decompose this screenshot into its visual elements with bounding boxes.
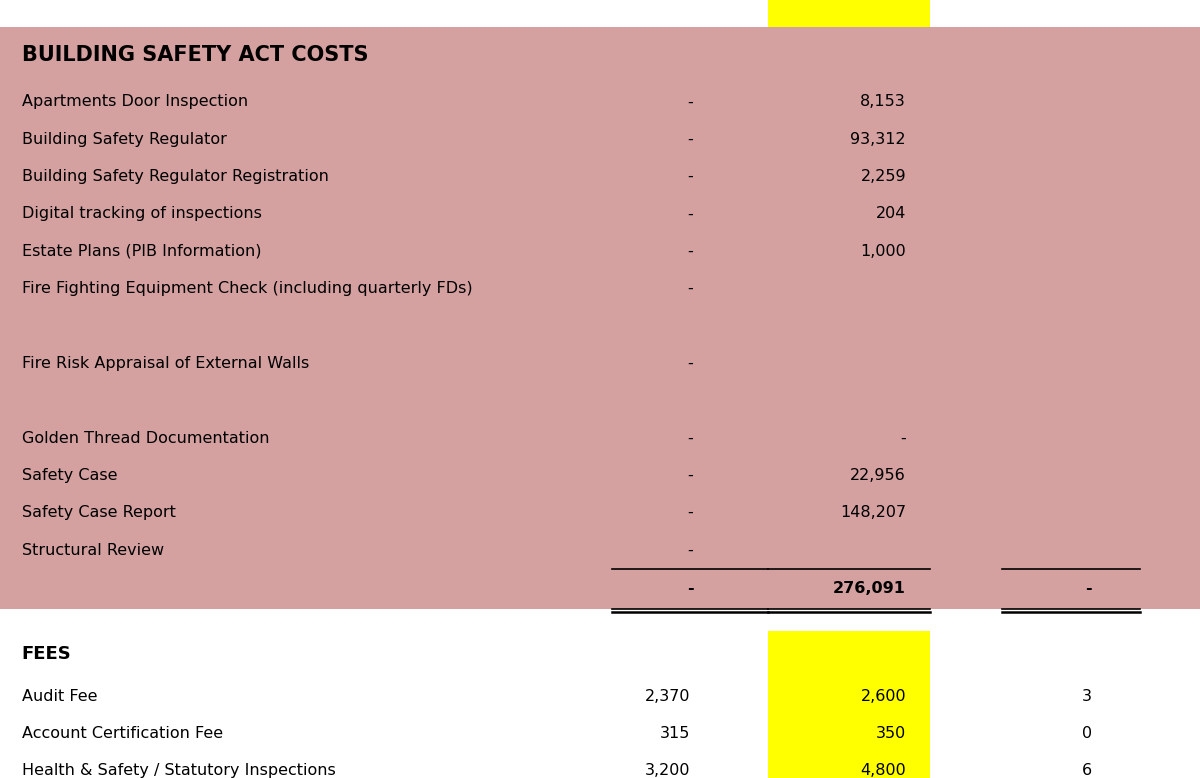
Text: Fire Risk Appraisal of External Walls: Fire Risk Appraisal of External Walls [22,356,308,371]
Text: Structural Review: Structural Review [22,542,163,558]
FancyBboxPatch shape [0,27,1200,609]
Text: -: - [688,169,692,184]
Text: Fire Fighting Equipment Check (including quarterly FDs): Fire Fighting Equipment Check (including… [22,281,473,296]
Text: Audit Fee: Audit Fee [22,689,97,704]
Text: 8,153: 8,153 [860,94,906,110]
Text: 4,800: 4,800 [860,763,906,778]
Text: Health & Safety / Statutory Inspections: Health & Safety / Statutory Inspections [22,763,335,778]
Text: BUILDING SAFETY ACT COSTS: BUILDING SAFETY ACT COSTS [22,45,368,65]
Text: 315: 315 [660,726,690,741]
Text: -: - [900,430,906,446]
Text: -: - [688,430,692,446]
Text: Apartments Door Inspection: Apartments Door Inspection [22,94,247,110]
Text: Safety Case: Safety Case [22,468,118,483]
Text: 3: 3 [1082,689,1092,704]
Text: 3,200: 3,200 [644,763,690,778]
Text: 2,600: 2,600 [860,689,906,704]
Text: 6: 6 [1082,763,1092,778]
Text: Digital tracking of inspections: Digital tracking of inspections [22,206,262,222]
Text: Account Certification Fee: Account Certification Fee [22,726,223,741]
Text: -: - [688,542,692,558]
Text: -: - [688,281,692,296]
Text: -: - [688,131,692,147]
Text: 2,370: 2,370 [644,689,690,704]
Text: -: - [688,356,692,371]
Text: -: - [688,94,692,110]
Text: Safety Case Report: Safety Case Report [22,505,175,520]
Text: -: - [688,505,692,520]
Text: 204: 204 [876,206,906,222]
FancyBboxPatch shape [768,631,930,778]
Text: Building Safety Regulator Registration: Building Safety Regulator Registration [22,169,329,184]
Text: 2,259: 2,259 [860,169,906,184]
Text: 0: 0 [1082,726,1092,741]
Text: FEES: FEES [22,645,71,664]
Text: 148,207: 148,207 [840,505,906,520]
Text: Building Safety Regulator: Building Safety Regulator [22,131,227,147]
Text: 276,091: 276,091 [833,581,906,597]
Text: -: - [688,206,692,222]
FancyBboxPatch shape [768,0,930,27]
Text: -: - [686,581,694,597]
Text: -: - [1085,581,1092,597]
Text: 350: 350 [876,726,906,741]
Text: 22,956: 22,956 [851,468,906,483]
Text: 93,312: 93,312 [851,131,906,147]
Text: -: - [688,244,692,259]
Text: Golden Thread Documentation: Golden Thread Documentation [22,430,269,446]
Text: 1,000: 1,000 [860,244,906,259]
Text: -: - [688,468,692,483]
Text: Estate Plans (PIB Information): Estate Plans (PIB Information) [22,244,262,259]
